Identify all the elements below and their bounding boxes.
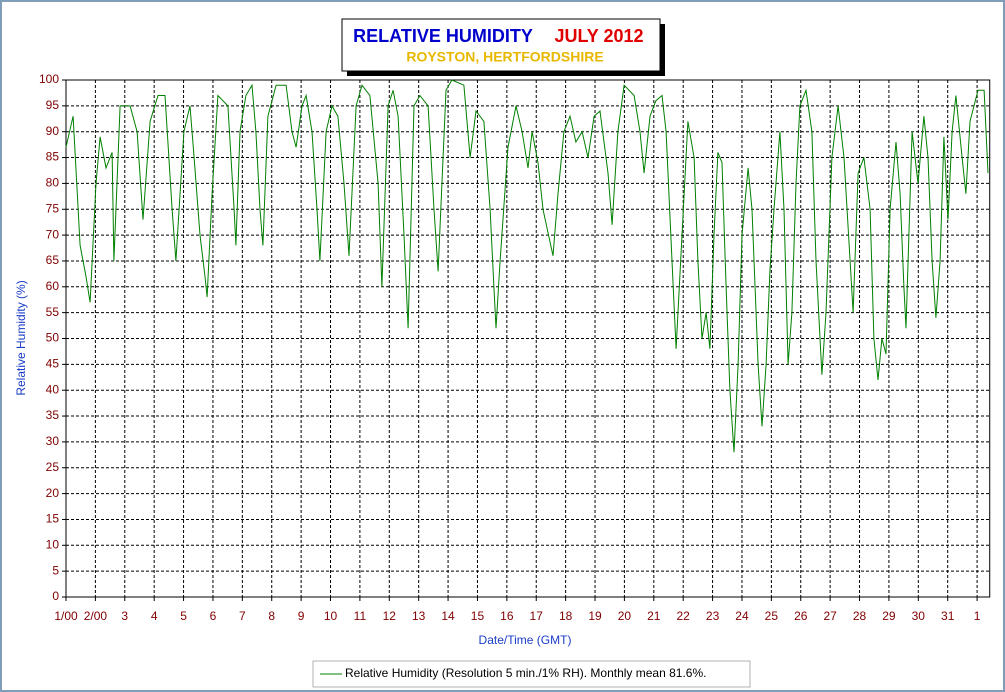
- x-tick-label: 1/00: [54, 609, 78, 623]
- x-tick-label: 1: [974, 609, 981, 623]
- x-tick-label: 3: [121, 609, 128, 623]
- x-tick-label: 2/00: [84, 609, 108, 623]
- y-tick-label: 35: [46, 408, 60, 422]
- x-tick-label: 29: [882, 609, 896, 623]
- x-tick-label: 8: [268, 609, 275, 623]
- y-tick-label: 55: [46, 305, 60, 319]
- y-tick-label: 0: [52, 589, 59, 603]
- plot-border: [65, 79, 991, 598]
- chart-title: RELATIVE HUMIDITY: [353, 26, 533, 46]
- title-box: [341, 18, 661, 72]
- x-tick-label: 25: [765, 609, 779, 623]
- x-tick-label: 9: [298, 609, 305, 623]
- data-line: [65, 79, 989, 453]
- x-tick-label: 19: [588, 609, 602, 623]
- y-tick-label: 15: [46, 512, 60, 526]
- y-tick-label: 85: [46, 150, 60, 164]
- y-tick-label: 30: [46, 434, 60, 448]
- y-tick-label: 60: [46, 279, 60, 293]
- chart-period: JULY 2012: [554, 26, 643, 46]
- x-tick-label: 17: [530, 609, 544, 623]
- y-tick-label: 40: [46, 382, 60, 396]
- x-tick-label: 7: [239, 609, 246, 623]
- x-tick-label: 12: [383, 609, 397, 623]
- y-tick-label: 20: [46, 486, 60, 500]
- y-axis-label: Relative Humidity (%): [14, 280, 28, 395]
- y-tick-label: 45: [46, 357, 60, 371]
- chart-subtitle: ROYSTON, HERTFORDSHIRE: [406, 49, 603, 65]
- y-tick-label: 50: [46, 331, 60, 345]
- x-tick-label: 28: [853, 609, 867, 623]
- y-tick-label: 10: [46, 537, 60, 551]
- x-tick-label: 21: [647, 609, 661, 623]
- y-tick-label: 70: [46, 227, 60, 241]
- x-tick-label: 31: [941, 609, 955, 623]
- legend-box: [312, 660, 751, 688]
- x-tick-label: 14: [441, 609, 455, 623]
- x-tick-label: 10: [324, 609, 338, 623]
- y-tick-label: 90: [46, 124, 60, 138]
- x-tick-label: 23: [706, 609, 720, 623]
- x-tick-label: 4: [151, 609, 158, 623]
- x-tick-label: 22: [677, 609, 691, 623]
- x-tick-label: 16: [500, 609, 514, 623]
- y-tick-label: 5: [52, 563, 59, 577]
- legend-label: Relative Humidity (Resolution 5 min./1% …: [345, 666, 706, 680]
- x-axis-label: Date/Time (GMT): [479, 633, 572, 647]
- y-tick-label: 65: [46, 253, 60, 267]
- x-tick-label: 26: [794, 609, 808, 623]
- x-tick-label: 27: [823, 609, 837, 623]
- y-tick-label: 95: [46, 98, 60, 112]
- x-tick-label: 11: [354, 609, 367, 623]
- x-tick-label: 18: [559, 609, 573, 623]
- x-tick-label: 5: [180, 609, 187, 623]
- y-tick-label: 100: [39, 72, 59, 86]
- x-tick-label: 6: [210, 609, 217, 623]
- y-tick-label: 75: [46, 201, 60, 215]
- y-tick-label: 25: [46, 460, 60, 474]
- x-tick-label: 20: [618, 609, 632, 623]
- x-tick-label: 15: [471, 609, 485, 623]
- x-tick-label: 24: [735, 609, 749, 623]
- x-tick-label: 30: [912, 609, 926, 623]
- y-tick-label: 80: [46, 176, 60, 190]
- x-tick-label: 13: [412, 609, 426, 623]
